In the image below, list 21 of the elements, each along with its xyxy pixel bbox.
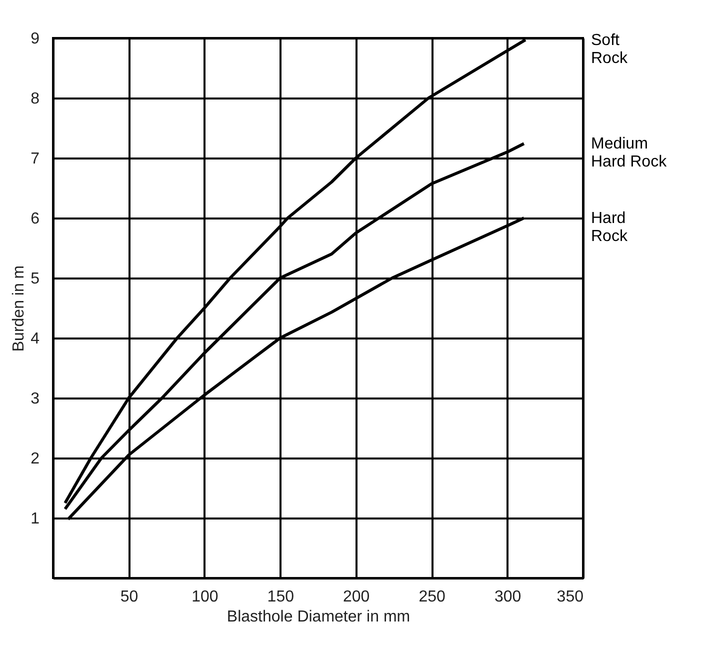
x-tick-label: 50 — [120, 588, 138, 606]
x-tick-label: 250 — [418, 588, 446, 606]
y-tick-label: 4 — [30, 330, 40, 348]
y-tick-label: 3 — [30, 390, 40, 408]
y-tick-label: 2 — [30, 450, 40, 468]
y-tick-label: 5 — [30, 270, 40, 288]
y-tick-label: 7 — [30, 150, 40, 168]
y-axis-title: Burden in m — [10, 265, 28, 352]
x-tick-label: 200 — [343, 588, 370, 606]
x-axis-title: Blasthole Diameter in mm — [226, 608, 410, 626]
y-tick-label: 1 — [30, 510, 40, 528]
x-tick-label: 350 — [556, 588, 584, 606]
x-tick-label: 150 — [267, 588, 294, 606]
y-tick-label: 6 — [30, 210, 40, 228]
x-tick-label: 300 — [494, 588, 522, 606]
y-tick-label: 9 — [30, 30, 40, 48]
text: Medium Hard Rock — [591, 136, 668, 171]
text: Soft Rock — [591, 32, 628, 67]
y-tick-label: 8 — [30, 90, 40, 108]
text: Hard Rock — [591, 210, 628, 245]
x-tick-label: 100 — [192, 588, 218, 606]
